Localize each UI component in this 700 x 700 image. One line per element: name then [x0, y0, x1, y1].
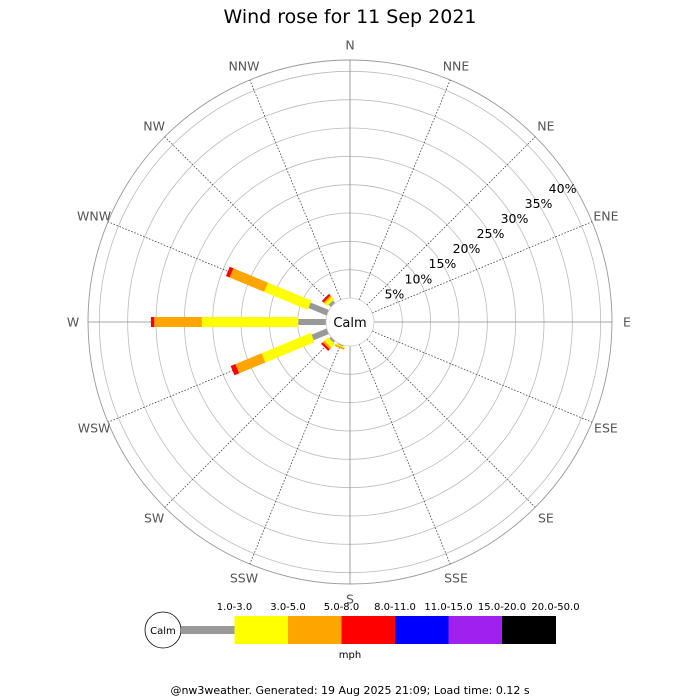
direction-label-ese: ESE — [594, 421, 618, 436]
direction-label-s: S — [346, 592, 354, 607]
speed-legend: Calm 1.0-3.0 3.0-5.0 5.0-8.0 8.0-11.0 11.0-15… — [144, 602, 580, 661]
ring-label-25: 25% — [477, 226, 505, 241]
legend-swatch-2 — [288, 616, 342, 644]
legend-label-2: 5.0-8.0 — [324, 602, 359, 613]
direction-label-ssw: SSW — [230, 570, 258, 585]
direction-label-nw: NW — [143, 119, 165, 134]
spoke-sw — [164, 338, 334, 508]
bar-nw-bin-0 — [328, 300, 336, 308]
direction-label-wnw: WNW — [77, 208, 111, 223]
legend-unit-label: mph — [339, 650, 361, 661]
calm-center: Calm — [325, 297, 375, 347]
bar-wnw-bin-2 — [229, 268, 268, 292]
ring-label-35: 35% — [525, 196, 553, 211]
ring-label-40: 40% — [549, 181, 577, 196]
bar-wsw-bin-3 — [230, 364, 240, 376]
direction-label-ene: ENE — [593, 208, 618, 223]
spoke-se — [366, 338, 536, 508]
wind-bars — [150, 266, 346, 376]
legend-label-0: 1.0-3.0 — [217, 602, 252, 613]
legend-label-5: 15.0-20.0 — [478, 602, 526, 613]
direction-labels: N NNE NE ENE E ESE SE SSE S SSW SW WSW W WNW NW NNW — [67, 38, 631, 607]
calm-circle — [325, 297, 375, 347]
legend-label-4: 11.0-15.0 — [424, 602, 472, 613]
direction-label-nnw: NNW — [228, 59, 259, 74]
legend-label-6: 20.0-50.0 — [531, 602, 579, 613]
footer-text: @nw3weather. Generated: 19 Aug 2025 21:0… — [170, 684, 530, 697]
bar-wsw-bin-2 — [235, 353, 266, 374]
ring-labels: 5%10%15%20%25%30%35%40% — [384, 181, 576, 301]
spoke-ne — [366, 136, 536, 306]
bar-sw-bin-2 — [322, 340, 332, 350]
spoke-nw — [164, 136, 334, 306]
bar-ssw-bin-0 — [337, 343, 344, 347]
legend-swatch-0 — [181, 626, 235, 634]
spoke-ese — [372, 330, 593, 423]
direction-label-wsw: WSW — [78, 421, 111, 436]
legend-label-1: 3.0-5.0 — [270, 602, 305, 613]
ring-label-30: 30% — [501, 211, 529, 226]
bar-nw-bin-1 — [324, 296, 335, 307]
direction-label-nne: NNE — [443, 59, 470, 74]
spoke-nne — [358, 79, 451, 300]
ring-label-15: 15% — [429, 256, 457, 271]
bar-wnw-bin-0 — [308, 302, 329, 316]
bar-wsw-bin-0 — [311, 328, 329, 341]
spoke-nnw — [249, 79, 342, 300]
legend-swatch-3 — [341, 616, 396, 644]
direction-label-sw: SW — [144, 510, 164, 525]
bar-w-bin-3 — [150, 317, 155, 327]
direction-label-sse: SSE — [444, 570, 468, 585]
direction-label-n: N — [345, 38, 354, 53]
legend-swatch-6 — [502, 616, 556, 644]
legend-label-3: 8.0-11.0 — [374, 602, 416, 613]
bar-wsw-bin-1 — [261, 332, 315, 363]
bar-sw-bin-0 — [329, 336, 336, 343]
bar-nw-bin-2 — [323, 295, 332, 304]
bar-w-bin-0 — [298, 319, 326, 325]
calm-label: Calm — [333, 316, 366, 331]
direction-label-e: E — [623, 315, 631, 330]
spoke-ssw — [249, 344, 342, 565]
bar-w-bin-2 — [154, 317, 202, 327]
legend-calm-label: Calm — [150, 626, 176, 637]
bar-ssw-bin-2 — [334, 344, 345, 350]
legend-swatch-4 — [395, 616, 449, 644]
legend-swatch-5 — [448, 616, 503, 644]
bar-wnw-bin-3 — [225, 266, 234, 278]
direction-label-se: SE — [538, 510, 554, 525]
ring-label-20: 20% — [453, 241, 481, 256]
direction-label-w: W — [67, 315, 79, 330]
bar-ssw-bin-1 — [335, 343, 346, 349]
bar-w-bin-1 — [201, 317, 299, 327]
bar-wnw-bin-1 — [264, 282, 312, 310]
legend-swatch-1 — [234, 616, 289, 644]
spoke-sse — [358, 344, 451, 565]
direction-label-ne: NE — [537, 119, 554, 134]
bar-sw-bin-3 — [321, 342, 330, 351]
bar-sw-bin-1 — [324, 337, 335, 348]
chart-title: Wind rose for 11 Sep 2021 — [223, 6, 477, 28]
ring-label-10: 10% — [405, 271, 433, 286]
spoke-ene — [372, 221, 593, 314]
ring-label-5: 5% — [384, 286, 404, 301]
bar-nw-bin-3 — [321, 293, 331, 303]
